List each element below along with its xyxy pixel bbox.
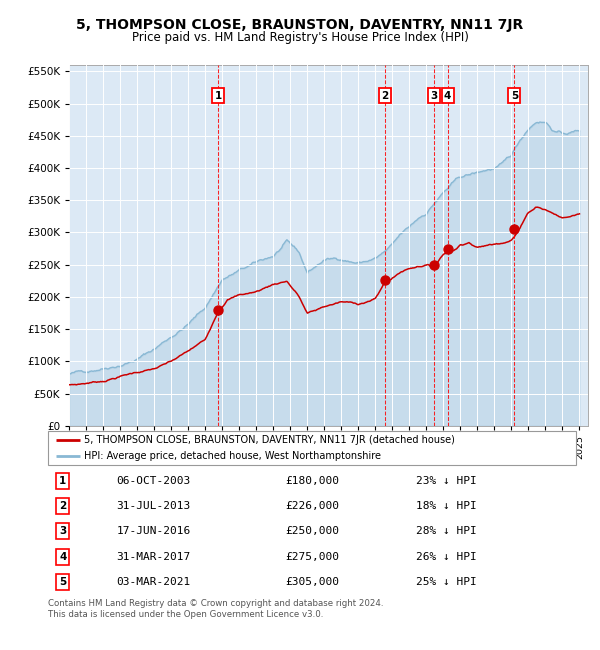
Text: 1: 1 (214, 90, 221, 101)
Text: 1: 1 (59, 476, 67, 486)
Text: 3: 3 (59, 526, 67, 536)
Text: Contains HM Land Registry data © Crown copyright and database right 2024.
This d: Contains HM Land Registry data © Crown c… (48, 599, 383, 619)
Text: 31-JUL-2013: 31-JUL-2013 (116, 501, 191, 511)
Text: £250,000: £250,000 (285, 526, 339, 536)
Text: 5: 5 (59, 577, 67, 587)
Text: 31-MAR-2017: 31-MAR-2017 (116, 552, 191, 562)
Text: 2: 2 (382, 90, 389, 101)
Text: 18% ↓ HPI: 18% ↓ HPI (416, 501, 477, 511)
Text: £180,000: £180,000 (285, 476, 339, 486)
Text: £275,000: £275,000 (285, 552, 339, 562)
Text: £305,000: £305,000 (285, 577, 339, 587)
Text: 5, THOMPSON CLOSE, BRAUNSTON, DAVENTRY, NN11 7JR: 5, THOMPSON CLOSE, BRAUNSTON, DAVENTRY, … (76, 18, 524, 32)
Text: 5: 5 (511, 90, 518, 101)
Text: £226,000: £226,000 (285, 501, 339, 511)
Text: 23% ↓ HPI: 23% ↓ HPI (416, 476, 477, 486)
FancyBboxPatch shape (48, 431, 576, 465)
Text: 5, THOMPSON CLOSE, BRAUNSTON, DAVENTRY, NN11 7JR (detached house): 5, THOMPSON CLOSE, BRAUNSTON, DAVENTRY, … (84, 436, 455, 445)
Text: HPI: Average price, detached house, West Northamptonshire: HPI: Average price, detached house, West… (84, 451, 381, 462)
Text: 25% ↓ HPI: 25% ↓ HPI (416, 577, 477, 587)
Text: 2: 2 (59, 501, 67, 511)
Text: 06-OCT-2003: 06-OCT-2003 (116, 476, 191, 486)
Text: 26% ↓ HPI: 26% ↓ HPI (416, 552, 477, 562)
Text: 3: 3 (431, 90, 438, 101)
Text: 4: 4 (444, 90, 451, 101)
Text: 4: 4 (59, 552, 67, 562)
Text: 17-JUN-2016: 17-JUN-2016 (116, 526, 191, 536)
Text: Price paid vs. HM Land Registry's House Price Index (HPI): Price paid vs. HM Land Registry's House … (131, 31, 469, 44)
Text: 03-MAR-2021: 03-MAR-2021 (116, 577, 191, 587)
Text: 28% ↓ HPI: 28% ↓ HPI (416, 526, 477, 536)
